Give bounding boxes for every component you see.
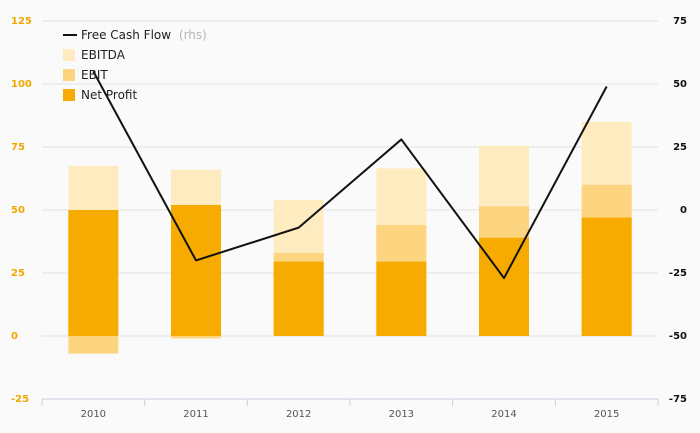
y-left-tick-label-50: 50 <box>11 205 25 216</box>
legend-ebit-swatch <box>63 69 75 81</box>
bar-net-profit-2011 <box>171 204 221 336</box>
bar-net-profit-2013 <box>376 261 427 336</box>
y-left-tick-label-25: 25 <box>11 268 25 279</box>
bar-ebit-2010 <box>68 336 119 354</box>
y-left-tick-label-100: 100 <box>11 79 32 90</box>
y-left-tick-label-125: 125 <box>11 16 32 27</box>
x-tick-label-2015: 2015 <box>594 409 619 420</box>
x-tick-label-2012: 2012 <box>286 409 311 420</box>
legend-ebitda-label: EBITDA <box>81 48 126 62</box>
x-tick-label-2014: 2014 <box>491 409 516 420</box>
legend-ebitda-swatch <box>63 49 75 61</box>
x-tick-label-2010: 2010 <box>81 409 106 420</box>
y-left-tick-label--25: -25 <box>11 394 29 405</box>
y-right-tick-label-75: 75 <box>673 16 687 27</box>
bar-net-profit-2015 <box>581 217 632 336</box>
legend-net-profit-label: Net Profit <box>81 88 137 102</box>
bar-ebit-2011 <box>171 336 221 339</box>
fcf-line <box>92 70 608 280</box>
legend-fcf-note: (rhs) <box>179 28 207 42</box>
y-right-tick-label-25: 25 <box>673 142 687 153</box>
bar-net-profit-2014 <box>479 237 529 336</box>
legend-ebit-label: EBIT <box>81 68 108 82</box>
legend-fcf-label: Free Cash Flow (rhs) <box>81 28 207 42</box>
legend: Free Cash Flow (rhs) EBITDA EBIT Net Pro… <box>63 28 207 102</box>
y-right-tick-label-50: 50 <box>673 79 687 90</box>
y-right-tick-label--75: -75 <box>669 394 687 405</box>
legend-net-profit-swatch <box>63 89 75 101</box>
y-right-tick-label-0: 0 <box>680 205 687 216</box>
y-left-tick-label-0: 0 <box>11 331 18 342</box>
y-right-tick-label--50: -50 <box>669 331 687 342</box>
bar-net-profit-2012 <box>273 261 324 336</box>
bar-net-profit-2010 <box>68 210 119 336</box>
grid <box>42 20 658 337</box>
fcf-polyline <box>92 70 608 280</box>
x-tick-label-2013: 2013 <box>389 409 414 420</box>
y-left-tick-label-75: 75 <box>11 142 25 153</box>
x-tick-label-2011: 2011 <box>183 409 208 420</box>
y-right-tick-label--25: -25 <box>669 268 687 279</box>
axes: 2010 2011 2012 2013 2014 2015 -25 0 25 50 75 100 125… <box>11 16 687 420</box>
bars <box>68 121 632 354</box>
